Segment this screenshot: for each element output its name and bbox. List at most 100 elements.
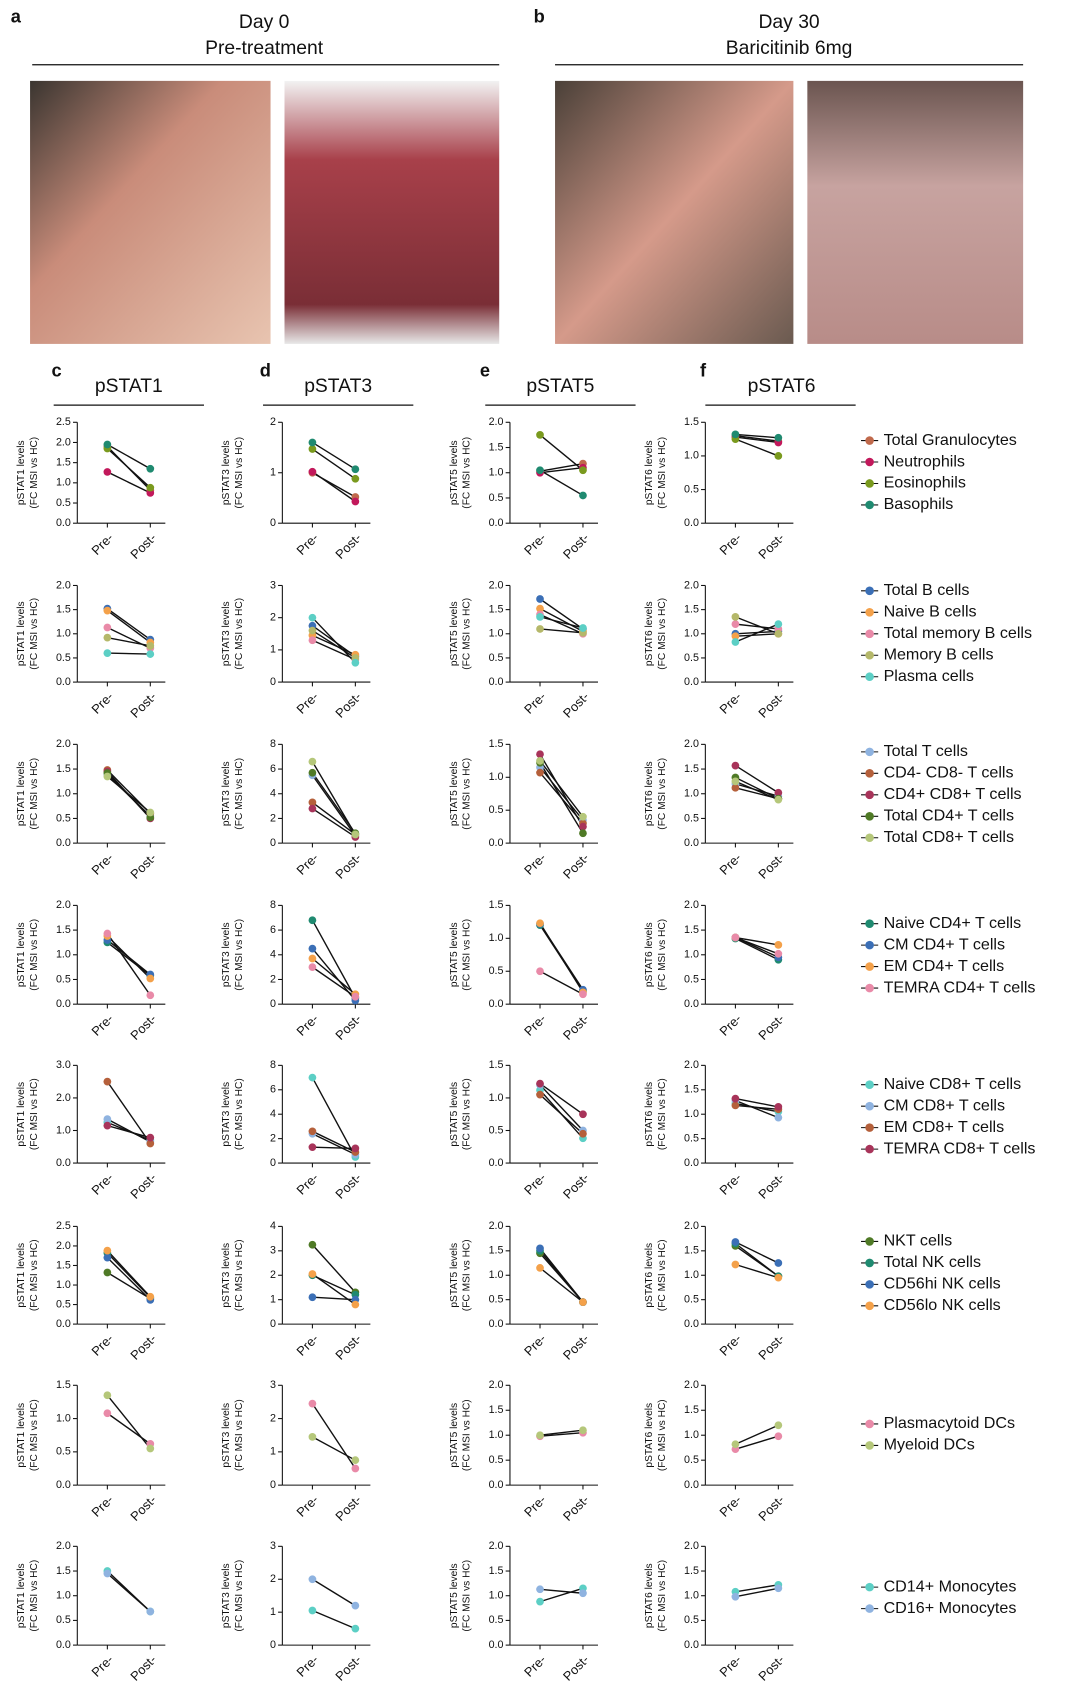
series-line <box>540 1084 583 1115</box>
data-point <box>103 1247 111 1255</box>
data-point <box>146 1608 154 1616</box>
y-tick-label: 1.5 <box>489 899 504 911</box>
y-tick-label: 1.0 <box>489 628 504 640</box>
y-axis-label: pSTAT6 levels <box>644 761 655 826</box>
series-line <box>312 472 355 502</box>
x-tick-label: Post- <box>127 850 159 882</box>
y-tick-label: 2.0 <box>56 1092 71 1104</box>
x-tick-label: Pre- <box>521 689 549 717</box>
data-point <box>146 465 154 473</box>
data-point <box>351 993 359 1001</box>
data-point <box>146 1445 154 1453</box>
y-tick-label: 1.0 <box>56 949 71 961</box>
x-tick-label: Pre- <box>293 1170 321 1198</box>
y-axis-label: pSTAT1 levels <box>16 761 27 826</box>
y-tick-label: 2 <box>270 416 276 428</box>
y-tick-label: 0.0 <box>56 1639 71 1651</box>
y-tick-label: 1.5 <box>684 1245 699 1257</box>
data-point <box>103 1391 111 1399</box>
data-point <box>536 967 544 975</box>
data-point <box>732 638 740 646</box>
legend-label: CD14+ Monocytes <box>884 1577 1017 1595</box>
series-line <box>735 1425 778 1444</box>
data-point <box>579 466 587 474</box>
series-line <box>107 638 150 646</box>
data-point <box>732 1593 740 1601</box>
y-tick-label: 3 <box>270 1379 276 1391</box>
data-point <box>103 607 111 615</box>
legend-marker <box>865 1280 874 1289</box>
y-tick-label: 1.5 <box>684 1084 699 1096</box>
legend-label: EM CD8+ T cells <box>884 1118 1005 1136</box>
data-point <box>309 614 317 622</box>
y-tick-label: 1.5 <box>684 416 699 428</box>
x-tick-label: Post- <box>332 1492 364 1524</box>
x-tick-label: Pre- <box>716 1170 744 1198</box>
data-point <box>774 1421 782 1429</box>
data-point <box>103 468 111 476</box>
y-axis-label: pSTAT3 levels <box>221 1403 232 1468</box>
y-tick-label: 2.0 <box>684 1220 699 1232</box>
data-point <box>146 975 154 983</box>
y-tick-label: 1.0 <box>684 949 699 961</box>
data-point <box>536 595 544 603</box>
y-tick-label: 0.5 <box>489 652 504 664</box>
data-point <box>579 1426 587 1434</box>
y-tick-label: 0.0 <box>56 1318 71 1330</box>
y-tick-label: 0.5 <box>56 497 71 509</box>
y-axis-sublabel: (FC MSI vs HC) <box>462 1399 473 1471</box>
y-tick-label: 0.0 <box>56 998 71 1010</box>
legend-label: CM CD8+ T cells <box>884 1096 1005 1114</box>
data-point <box>774 1103 782 1111</box>
data-point <box>103 1409 111 1417</box>
data-point <box>351 659 359 667</box>
y-tick-label: 0 <box>270 1639 276 1651</box>
series-line <box>107 1395 150 1448</box>
data-point <box>579 990 587 998</box>
series-line <box>312 920 355 998</box>
legend-label: Total memory B cells <box>884 624 1032 642</box>
series-line <box>312 958 355 994</box>
y-tick-label: 3 <box>270 579 276 591</box>
y-tick-label: 1.5 <box>684 603 699 615</box>
series-line <box>312 618 355 663</box>
data-point <box>309 1143 317 1151</box>
series-line <box>540 1268 583 1302</box>
series-line <box>312 967 355 997</box>
series-line <box>107 1273 150 1299</box>
data-point <box>536 1080 544 1088</box>
data-point <box>103 1078 111 1086</box>
y-tick-label: 1 <box>270 1446 276 1458</box>
y-tick-label: 1.5 <box>684 763 699 775</box>
legend-marker <box>865 1583 874 1592</box>
x-tick-label: Post- <box>755 1492 787 1524</box>
data-point <box>103 1269 111 1277</box>
y-axis-sublabel: (FC MSI vs HC) <box>462 1239 473 1311</box>
y-axis-label: pSTAT5 levels <box>449 1563 460 1628</box>
legend-label: CM CD4+ T cells <box>884 935 1005 953</box>
y-tick-label: 0.5 <box>489 965 504 977</box>
y-tick-label: 0.5 <box>56 812 71 824</box>
y-tick-label: 0.5 <box>489 1294 504 1306</box>
legend-label: Neutrophils <box>884 452 965 470</box>
legend-label: Total NK cells <box>884 1253 981 1271</box>
data-point <box>309 468 317 476</box>
y-tick-label: 2.0 <box>489 1379 504 1391</box>
x-tick-label: Post- <box>127 1652 159 1684</box>
x-tick-label: Pre- <box>521 1170 549 1198</box>
y-tick-label: 1.5 <box>489 738 504 750</box>
data-point <box>103 930 111 938</box>
legend-label: CD56hi NK cells <box>884 1275 1001 1293</box>
data-point <box>309 1241 317 1249</box>
y-axis-label: pSTAT1 levels <box>16 1243 27 1308</box>
data-point <box>309 963 317 971</box>
y-tick-label: 1 <box>270 1606 276 1618</box>
y-tick-label: 1.5 <box>489 441 504 453</box>
y-tick-label: 0.0 <box>684 676 699 688</box>
x-tick-label: Pre- <box>293 689 321 717</box>
x-tick-label: Post- <box>755 1652 787 1684</box>
data-point <box>103 1570 111 1578</box>
x-tick-label: Post- <box>127 530 159 562</box>
y-axis-sublabel: (FC MSI vs HC) <box>462 919 473 991</box>
data-point <box>146 991 154 999</box>
